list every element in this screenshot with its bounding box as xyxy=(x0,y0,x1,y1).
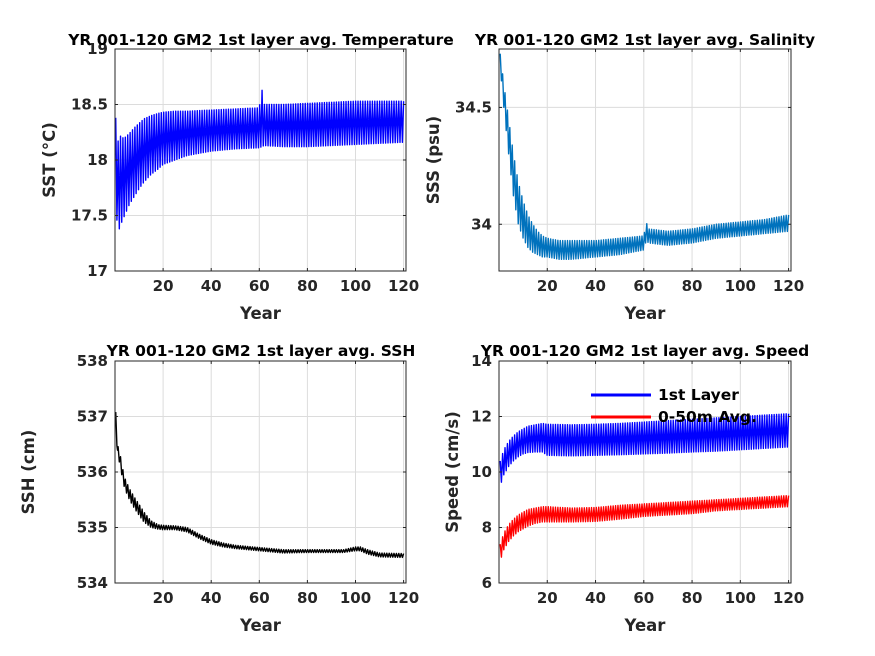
y-tick-label: 8 xyxy=(482,519,492,537)
x-tick-label: 80 xyxy=(682,589,703,607)
x-tick-label: 100 xyxy=(725,277,756,295)
x-tick-label: 80 xyxy=(297,277,318,295)
x-tick-label: 120 xyxy=(773,277,804,295)
chart-panel-2: 20 40 60 80 100 120 34 34.5 YR 001-120 GM2 1st l… xyxy=(424,31,815,323)
x-tick-label: 120 xyxy=(388,277,419,295)
x-tick-label: 20 xyxy=(153,589,174,607)
x-tick-label: 100 xyxy=(340,277,371,295)
x-axis-label: Year xyxy=(624,616,667,635)
y-tick-label: 538 xyxy=(77,352,108,370)
legend-label: 0-50m Avg. xyxy=(658,408,757,426)
legend-label: 1st Layer xyxy=(658,386,739,404)
series-line-1 xyxy=(499,413,790,483)
x-tick-label: 120 xyxy=(773,589,804,607)
x-tick-label: 80 xyxy=(682,277,703,295)
y-tick-label: 17.5 xyxy=(71,207,108,225)
legend: 1st Layer 0-50m Avg. xyxy=(591,386,757,426)
plot-frame xyxy=(498,48,792,272)
series-line-1 xyxy=(115,412,405,559)
y-axis-label: Speed (cm/s) xyxy=(443,411,462,533)
y-tick-label: 536 xyxy=(77,463,108,481)
x-axis-label: Year xyxy=(624,304,667,323)
y-tick-label: 34 xyxy=(471,215,492,233)
series-line-1 xyxy=(115,89,405,230)
y-axis-label: SST (°C) xyxy=(40,122,59,197)
series-line-2 xyxy=(499,495,790,558)
x-tick-label: 60 xyxy=(249,589,270,607)
y-axis-label: SSH (cm) xyxy=(19,430,38,515)
y-tick-label: 18 xyxy=(87,151,108,169)
series-line-1 xyxy=(499,53,790,261)
y-axis-label: SSS (psu) xyxy=(424,116,443,204)
x-tick-label: 100 xyxy=(725,589,756,607)
x-tick-label: 20 xyxy=(153,277,174,295)
y-tick-label: 534 xyxy=(77,574,108,592)
chart-title: YR 001-120 GM2 1st layer avg. Salinity xyxy=(474,31,815,49)
x-axis-label: Year xyxy=(239,616,282,635)
x-tick-label: 20 xyxy=(537,589,558,607)
y-tick-label: 19 xyxy=(87,40,108,58)
x-tick-label: 40 xyxy=(585,277,606,295)
x-tick-label: 100 xyxy=(340,589,371,607)
x-tick-label: 60 xyxy=(249,277,270,295)
chart-title: YR 001-120 GM2 1st layer avg. SSH xyxy=(106,342,416,360)
y-tick-label: 17 xyxy=(87,262,108,280)
chart-title: YR 001-120 GM2 1st layer avg. Speed xyxy=(480,342,810,360)
y-tick-label: 14 xyxy=(471,352,492,370)
y-tick-label: 6 xyxy=(482,574,492,592)
x-tick-label: 20 xyxy=(537,277,558,295)
x-tick-label: 80 xyxy=(297,589,318,607)
chart-title: YR 001-120 GM2 1st layer avg. Temperatur… xyxy=(67,31,454,49)
y-tick-label: 10 xyxy=(471,463,492,481)
y-tick-label: 18.5 xyxy=(71,96,108,114)
x-tick-label: 40 xyxy=(201,589,222,607)
y-tick-label: 34.5 xyxy=(455,98,492,116)
x-tick-label: 40 xyxy=(585,589,606,607)
x-axis-label: Year xyxy=(239,304,282,323)
x-tick-label: 60 xyxy=(633,277,654,295)
y-tick-label: 12 xyxy=(471,408,492,426)
x-tick-label: 120 xyxy=(388,589,419,607)
x-tick-label: 60 xyxy=(633,589,654,607)
y-tick-label: 537 xyxy=(77,408,108,426)
x-tick-label: 40 xyxy=(201,277,222,295)
y-tick-label: 535 xyxy=(77,519,108,537)
